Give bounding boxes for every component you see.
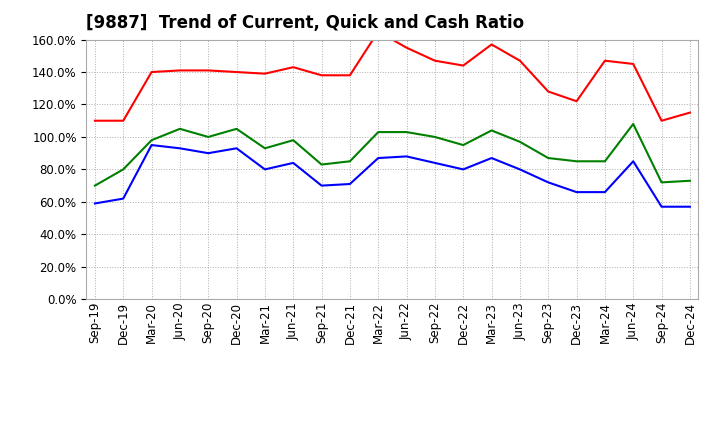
Cash Ratio xyxy=(657,204,666,209)
Cash Ratio xyxy=(318,183,326,188)
Cash Ratio xyxy=(374,155,382,161)
Line: Cash Ratio: Cash Ratio xyxy=(95,145,690,207)
Text: [9887]  Trend of Current, Quick and Cash Ratio: [9887] Trend of Current, Quick and Cash … xyxy=(86,15,525,33)
Cash Ratio xyxy=(289,160,297,165)
Current Ratio xyxy=(685,110,694,115)
Cash Ratio xyxy=(572,190,581,195)
Current Ratio xyxy=(600,58,609,63)
Cash Ratio xyxy=(346,181,354,187)
Cash Ratio xyxy=(233,146,241,151)
Current Ratio xyxy=(233,70,241,75)
Cash Ratio xyxy=(685,204,694,209)
Quick Ratio xyxy=(600,159,609,164)
Cash Ratio xyxy=(261,167,269,172)
Quick Ratio xyxy=(431,134,439,139)
Current Ratio xyxy=(516,58,524,63)
Current Ratio xyxy=(176,68,184,73)
Quick Ratio xyxy=(516,139,524,144)
Quick Ratio xyxy=(459,143,467,148)
Current Ratio xyxy=(487,42,496,47)
Cash Ratio xyxy=(148,143,156,148)
Current Ratio xyxy=(346,73,354,78)
Quick Ratio xyxy=(233,126,241,132)
Quick Ratio xyxy=(176,126,184,132)
Cash Ratio xyxy=(91,201,99,206)
Quick Ratio xyxy=(261,146,269,151)
Current Ratio xyxy=(318,73,326,78)
Cash Ratio xyxy=(487,155,496,161)
Current Ratio xyxy=(289,65,297,70)
Current Ratio xyxy=(431,58,439,63)
Line: Quick Ratio: Quick Ratio xyxy=(95,124,690,186)
Cash Ratio xyxy=(176,146,184,151)
Current Ratio xyxy=(374,29,382,34)
Current Ratio xyxy=(148,70,156,75)
Current Ratio xyxy=(91,118,99,123)
Quick Ratio xyxy=(487,128,496,133)
Quick Ratio xyxy=(91,183,99,188)
Current Ratio xyxy=(119,118,127,123)
Current Ratio xyxy=(657,118,666,123)
Cash Ratio xyxy=(544,180,552,185)
Quick Ratio xyxy=(318,162,326,167)
Quick Ratio xyxy=(572,159,581,164)
Cash Ratio xyxy=(600,190,609,195)
Cash Ratio xyxy=(402,154,411,159)
Current Ratio xyxy=(629,61,637,66)
Quick Ratio xyxy=(204,134,212,139)
Cash Ratio xyxy=(431,160,439,165)
Quick Ratio xyxy=(119,167,127,172)
Quick Ratio xyxy=(346,159,354,164)
Line: Current Ratio: Current Ratio xyxy=(95,32,690,121)
Current Ratio xyxy=(204,68,212,73)
Quick Ratio xyxy=(685,178,694,183)
Cash Ratio xyxy=(516,167,524,172)
Quick Ratio xyxy=(374,129,382,135)
Cash Ratio xyxy=(119,196,127,201)
Current Ratio xyxy=(261,71,269,76)
Cash Ratio xyxy=(204,150,212,156)
Current Ratio xyxy=(402,45,411,50)
Quick Ratio xyxy=(629,121,637,127)
Cash Ratio xyxy=(459,167,467,172)
Current Ratio xyxy=(544,89,552,94)
Current Ratio xyxy=(459,63,467,68)
Current Ratio xyxy=(572,99,581,104)
Cash Ratio xyxy=(629,159,637,164)
Quick Ratio xyxy=(657,180,666,185)
Quick Ratio xyxy=(148,138,156,143)
Quick Ratio xyxy=(544,155,552,161)
Quick Ratio xyxy=(402,129,411,135)
Quick Ratio xyxy=(289,138,297,143)
